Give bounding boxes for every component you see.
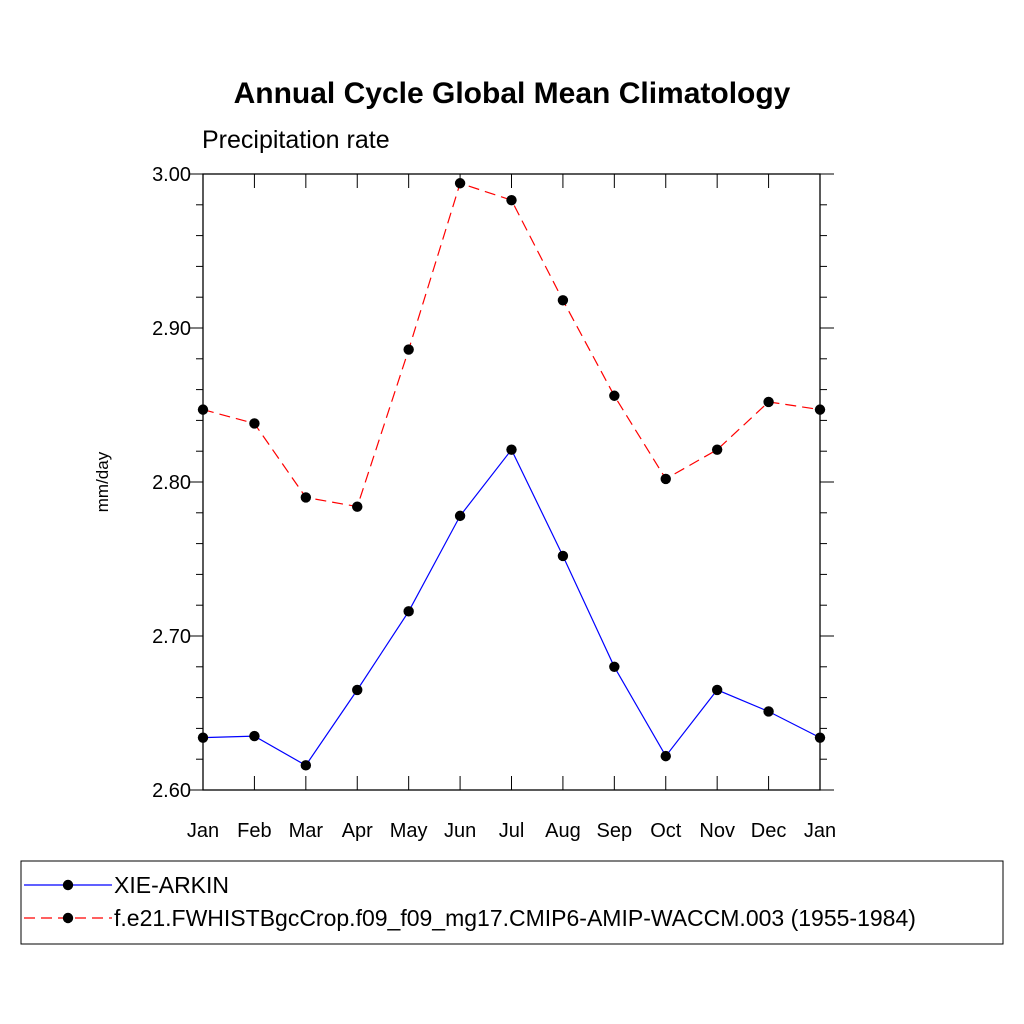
y-tick-label: 2.60 [152, 780, 191, 802]
legend-box [20, 860, 1004, 945]
data-point [557, 295, 569, 306]
data-point [403, 606, 414, 617]
x-tick-label: Apr [342, 820, 373, 842]
axis-ticks: Jan Feb Mar Apr May Jun Jul Aug Sep Oct Nov Dec Jan 2… [152, 164, 836, 842]
y-tick-label: 2.80 [152, 472, 191, 494]
legend-marker [62, 912, 74, 924]
legend-label: XIE-ARKIN [114, 872, 229, 898]
x-tick-label: Jul [499, 820, 525, 842]
legend: XIE-ARKIN f.e21.FWHISTBgcCrop.f09_f09_mg1… [24, 872, 916, 931]
x-tick-label: Dec [751, 820, 787, 842]
x-tick-label: Feb [237, 820, 271, 842]
legend-marker [62, 879, 74, 891]
series-line-0 [202, 448, 821, 767]
x-tick-label: Aug [545, 820, 581, 842]
y-tick-label: 2.90 [152, 318, 191, 340]
x-tick-label: Oct [650, 820, 682, 842]
x-tick-label: May [390, 820, 428, 842]
data-point [249, 418, 260, 429]
x-tick-label: Jan [804, 820, 836, 842]
plot-frame [202, 173, 821, 791]
chart-subtitle: Precipitation rate [202, 126, 390, 154]
data-point [763, 396, 774, 408]
x-tick-label: Jun [444, 820, 476, 842]
data-point [711, 684, 723, 696]
plot-series [197, 178, 826, 771]
data-point [711, 444, 723, 455]
chart-title: Annual Cycle Global Mean Climatology [234, 77, 791, 110]
data-point [403, 344, 414, 355]
data-point [300, 760, 312, 771]
y-tick-label: 2.70 [152, 626, 191, 648]
series-line-1 [202, 182, 821, 508]
y-axis-label: mm/day [93, 451, 112, 512]
x-tick-label: Sep [597, 820, 633, 842]
data-point [763, 706, 774, 717]
data-point [454, 178, 466, 189]
data-point [506, 444, 517, 455]
x-tick-label: Nov [699, 820, 735, 842]
data-point [352, 501, 363, 512]
x-tick-label: Jan [187, 820, 219, 842]
data-point [352, 684, 363, 696]
data-point [506, 194, 517, 206]
x-tick-label: Mar [289, 820, 324, 842]
data-point [454, 510, 466, 522]
data-point [249, 730, 260, 742]
data-point [300, 492, 312, 503]
data-point [660, 473, 671, 485]
data-point [557, 550, 569, 562]
legend-label: f.e21.FWHISTBgcCrop.f09_f09_mg17.CMIP6-A… [114, 905, 916, 931]
data-point [609, 390, 620, 401]
data-point [609, 661, 620, 672]
y-tick-label: 3.00 [152, 164, 191, 186]
data-point [660, 750, 671, 762]
